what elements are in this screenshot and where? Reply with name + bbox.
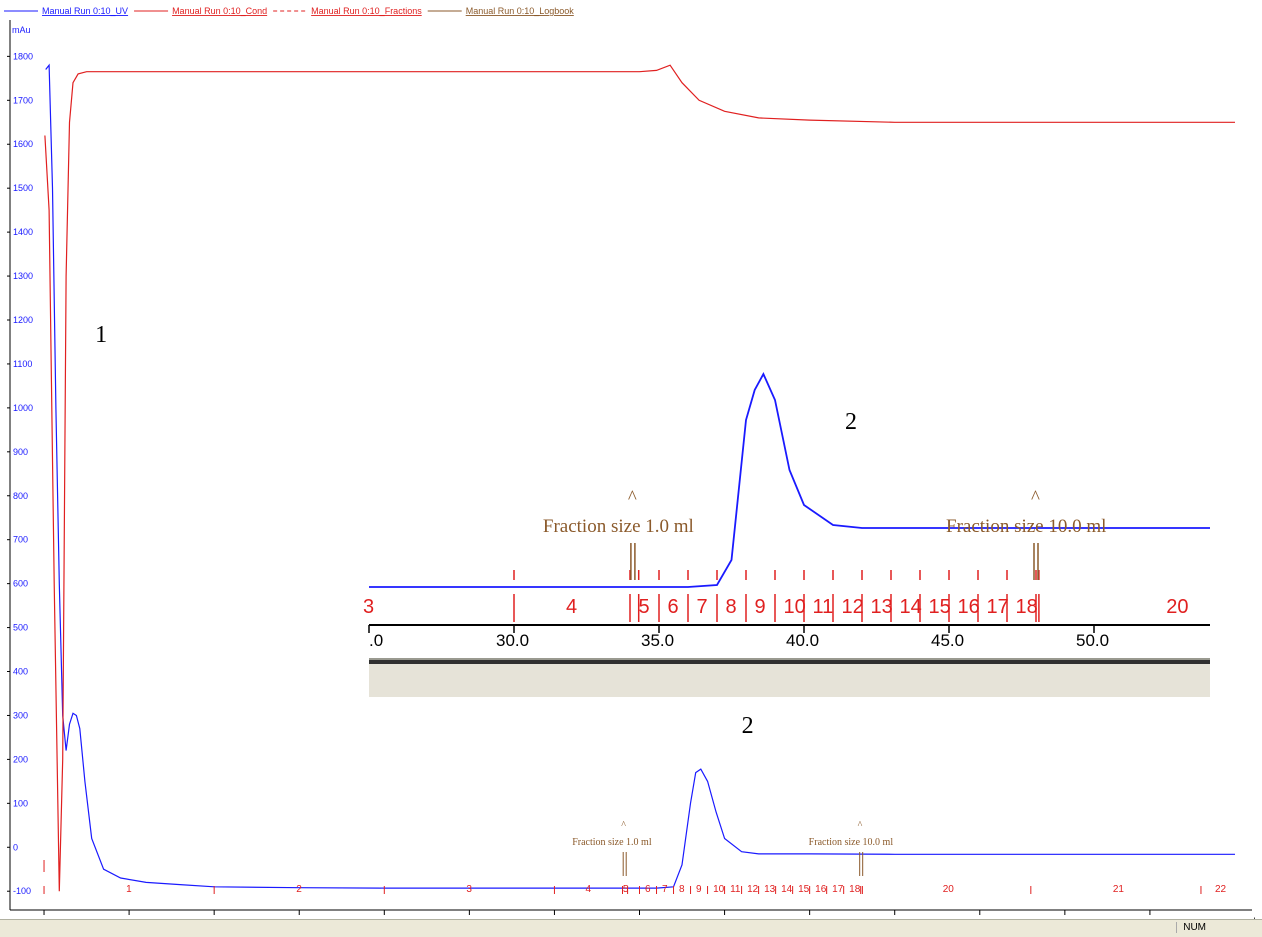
fraction-label: 5: [623, 884, 629, 895]
inset-x-tick-label: .0: [369, 631, 383, 650]
y-tick-label: 700: [13, 535, 28, 545]
y-tick-label: 400: [13, 667, 28, 677]
inset-x-tick-label: 40.0: [786, 631, 819, 650]
inset-fraction-label: 12: [842, 596, 864, 618]
logbook-caret: ^: [621, 820, 626, 831]
inset-fraction-label: 3: [363, 596, 374, 618]
inset-logbook-label: Fraction size 1.0 ml: [543, 516, 694, 537]
inset-fraction-label: 14: [900, 596, 922, 618]
fraction-label: 7: [662, 884, 668, 895]
legend-entry: Manual Run 0:10_UV: [42, 6, 128, 16]
y-tick-label: 1800: [13, 51, 33, 61]
inset-border: [369, 658, 1210, 660]
inset-fraction-label: 13: [871, 596, 893, 618]
y-tick-label: 1100: [13, 359, 32, 369]
y-tick-label: 100: [13, 798, 28, 808]
fraction-label: 9: [696, 884, 702, 895]
fraction-label: 22: [1215, 884, 1227, 895]
y-tick-label: 1200: [13, 315, 33, 325]
annotation-label: 2: [742, 713, 754, 739]
inset-fraction-label: 17: [987, 596, 1009, 618]
fraction-label: 16: [815, 884, 827, 895]
x-axis-label: ml: [1246, 916, 1256, 920]
annotation-label: 1: [95, 322, 107, 348]
fraction-label: 20: [943, 884, 955, 895]
fraction-label: 1: [126, 884, 132, 895]
fraction-label: 21: [1113, 884, 1125, 895]
inset-fraction-label: 18: [1016, 596, 1038, 618]
fraction-label: 2: [296, 884, 302, 895]
fraction-label: 18: [849, 884, 861, 895]
inset-fraction-label: 9: [755, 596, 766, 618]
y-tick-label: 1600: [13, 139, 33, 149]
inset-fraction-label: 6: [668, 596, 679, 618]
y-tick-label: 600: [13, 579, 28, 589]
inset-border-dark: [369, 660, 1210, 664]
legend-entry: Manual Run 0:10_Logbook: [466, 6, 575, 16]
legend-entry: Manual Run 0:10_Fractions: [311, 6, 422, 16]
y-tick-label: 500: [13, 623, 28, 633]
logbook-label: Fraction size 10.0 ml: [809, 837, 894, 848]
inset-fraction-label: 16: [958, 596, 980, 618]
inset-uv-curve: [369, 371, 1210, 588]
fraction-label: 15: [798, 884, 810, 895]
inset-x-tick-label: 45.0: [931, 631, 964, 650]
inset-logbook-caret: ^: [628, 487, 637, 508]
y-tick-label: 300: [13, 710, 28, 720]
inset-logbook-caret: ^: [1031, 487, 1040, 508]
inset-fraction-label: 11: [813, 596, 834, 618]
inset-fraction-label: 15: [929, 596, 951, 618]
fraction-label: 8: [679, 884, 685, 895]
inset-fraction-label: 8: [726, 596, 737, 618]
inset-scroll-area: [369, 664, 1210, 697]
legend-entry: Manual Run 0:10_Cond: [172, 6, 267, 16]
y-tick-label: 1700: [13, 95, 33, 105]
logbook-label: Fraction size 1.0 ml: [572, 837, 652, 848]
y-tick-label: 800: [13, 491, 28, 501]
fraction-label: 12: [747, 884, 759, 895]
fraction-label: 10: [713, 884, 725, 895]
fraction-label: 3: [466, 884, 472, 895]
y-tick-label: 200: [13, 754, 28, 764]
uv-curve: [45, 63, 1235, 889]
fraction-label: 13: [764, 884, 776, 895]
inset-background: [369, 370, 1210, 697]
y-tick-label: 1400: [13, 227, 33, 237]
inset-x-tick-label: 50.0: [1076, 631, 1109, 650]
inset-panel: 3 4 5 6 7 8 9 10 11 12 13 14 15 16 17 18 20 ^ Fraction siz…: [363, 370, 1210, 697]
inset-annotation-label: 2: [845, 409, 857, 435]
y-tick-label: 1300: [13, 271, 33, 281]
y-tick-label: 1000: [13, 403, 33, 413]
fraction-label: 6: [645, 884, 651, 895]
inset-fraction-label: 4: [566, 596, 577, 618]
inset-x-tick-label: 30.0: [496, 631, 529, 650]
fraction-label: 14: [781, 884, 793, 895]
logbook-caret: ^: [858, 820, 863, 831]
inset-fraction-label: 7: [697, 596, 708, 618]
cond-curve: [44, 64, 1235, 892]
fraction-label: 17: [832, 884, 844, 895]
fraction-label: 4: [585, 884, 591, 895]
inset-logbook-label: Fraction size 10.0 ml: [946, 516, 1106, 537]
y-tick-label: 0: [13, 842, 18, 852]
y-tick-label: 900: [13, 447, 28, 457]
inset-x-tick-label: 35.0: [641, 631, 674, 650]
status-bar: NUM: [0, 919, 1262, 937]
fraction-label: 11: [730, 884, 741, 895]
num-lock-indicator: NUM: [1176, 922, 1212, 933]
y-axis-label: mAu: [12, 25, 31, 35]
y-tick-label: -100: [13, 886, 31, 896]
y-tick-label: 1500: [13, 183, 33, 193]
inset-fraction-label: 5: [639, 596, 650, 618]
inset-fraction-label: 20: [1166, 596, 1188, 618]
inset-fraction-label: 10: [784, 596, 806, 618]
